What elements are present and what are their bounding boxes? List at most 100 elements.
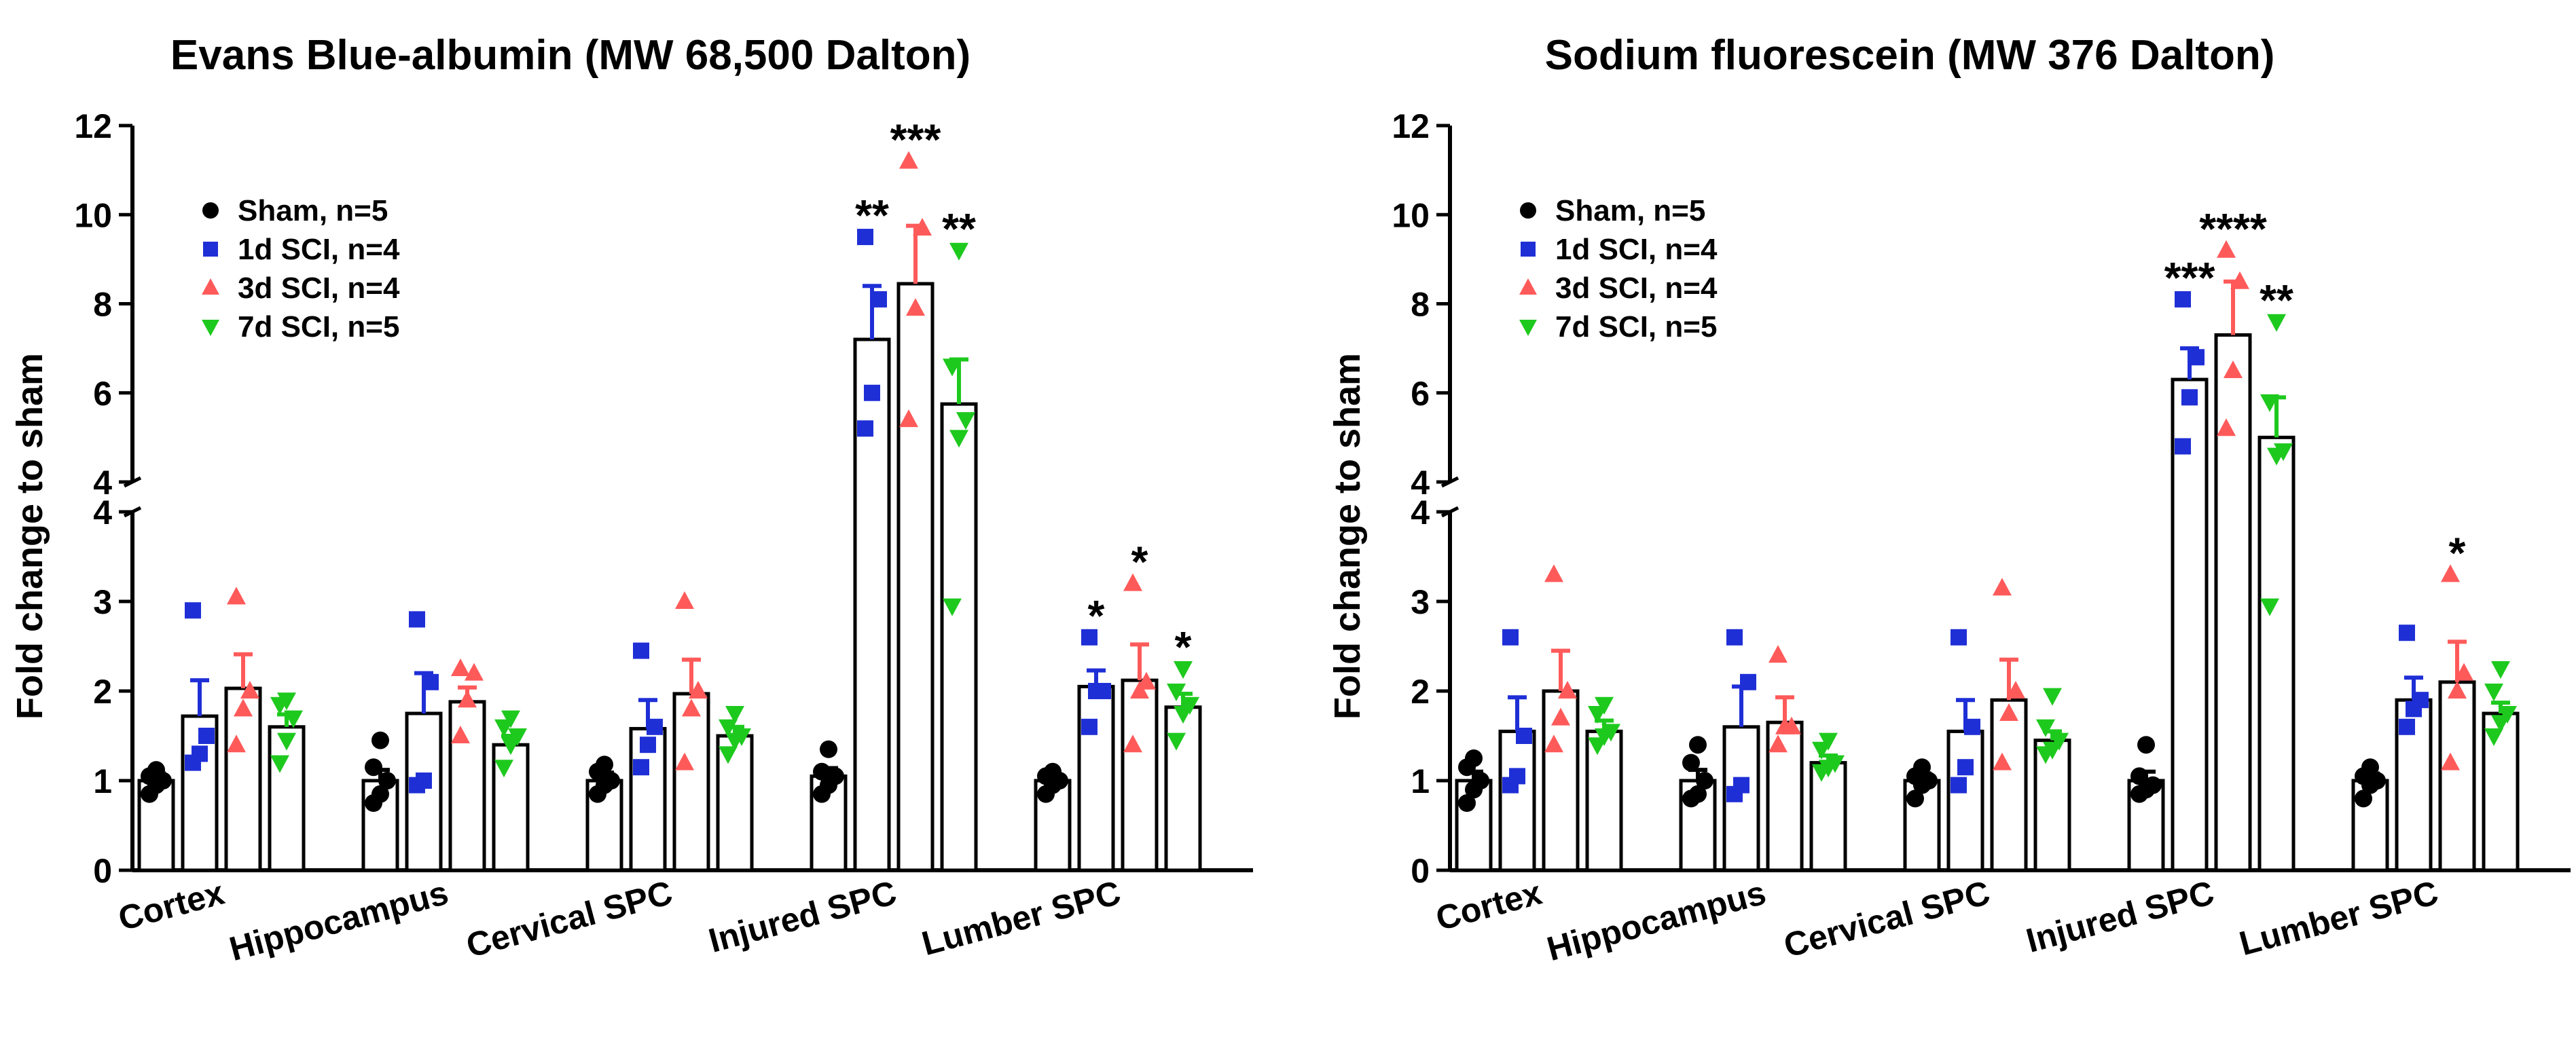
data-point [1509,768,1525,785]
bar [2257,435,2296,872]
y-tick-label: 0 [1411,852,1430,890]
y-tick-label: 8 [93,286,112,324]
data-point [422,673,439,690]
data-point [1733,777,1749,794]
data-point [913,217,932,236]
y-tick-label: 10 [74,196,112,234]
data-point [2188,349,2205,366]
legend-marker [203,242,218,257]
data-point [1544,564,1563,582]
data-point [2491,661,2510,679]
data-point [2267,314,2286,332]
data-point [1726,629,1743,646]
x-tick-label: Cervical SPC [462,874,676,965]
data-point [2144,776,2162,794]
bar [1164,705,1202,872]
data-point [277,692,296,711]
y-tick-label: 8 [1411,286,1430,324]
legend-label: 1d SCI, n=4 [1555,233,1718,266]
bar [2171,377,2209,872]
legend-marker [202,320,219,336]
data-point [725,706,744,724]
data-point [871,291,887,308]
data-point [1123,573,1142,591]
data-point [2260,394,2279,412]
legend-label: Sham, n=5 [238,194,388,227]
chart-title: Sodium fluorescein (MW 376 Dalton) [1545,32,2275,79]
data-point [1081,718,1097,735]
data-point [1740,673,1756,690]
significance-label: * [1131,538,1148,587]
data-point [1551,707,1570,726]
data-point [1167,732,1186,751]
data-point [192,745,208,762]
y-tick-label: 2 [93,673,112,711]
x-tick-label: Cortex [114,873,228,937]
data-point [227,587,246,605]
legend-marker [202,278,219,295]
data-point [2484,728,2503,746]
data-point [2454,663,2473,681]
data-point [1951,629,1967,646]
y-tick-label: 6 [93,375,112,413]
y-tick-label: 4 [93,464,112,502]
data-point [277,732,296,751]
legend-label: 7d SCI, n=5 [1555,310,1717,343]
x-tick-label: Injured SPC [2022,874,2218,960]
data-point [675,591,694,609]
significance-label: *** [890,115,941,164]
data-point [409,611,425,628]
data-point [2441,752,2460,770]
bar [1121,678,1159,872]
data-point [682,699,701,717]
bar [853,337,891,872]
data-point [451,726,470,743]
data-point [378,772,396,789]
data-point [2006,681,2025,699]
x-tick-label: Cortex [1432,873,1546,937]
data-point [2181,389,2198,406]
legend-label: Sham, n=5 [1555,194,1705,227]
data-point [1544,734,1563,753]
significance-label: **** [2199,204,2267,253]
data-point [365,758,382,777]
significance-marks: ********** [855,115,1191,672]
data-point [2399,625,2415,641]
data-point [234,699,253,717]
data-point [1993,752,2012,770]
data-point [864,384,880,401]
bar [896,282,935,872]
data-point [1964,718,1980,735]
data-point [2361,758,2379,777]
data-point [640,737,656,753]
x-tick-label: Cervical SPC [1780,874,1994,965]
legend-label: 7d SCI, n=5 [238,310,399,343]
data-point [2441,564,2460,582]
y-tick-label: 1 [93,762,112,800]
data-point [633,642,649,659]
x-tick-label: Lumber SPC [918,874,1125,963]
data-point [949,242,968,261]
data-point [508,728,527,746]
data-point [1180,696,1199,715]
chart-panel-sodium-fluorescein: Sodium fluorescein (MW 376 Dalton) Fold … [1327,32,2571,968]
bar [1946,729,1984,872]
bar [2214,333,2252,872]
bar [1077,684,1115,872]
data-point [2036,719,2055,737]
y-tick-label: 12 [1392,107,1430,145]
data-point [2498,706,2517,724]
data-point [899,409,918,428]
error-bars [147,223,1193,781]
data-point [371,785,389,803]
data-point [1516,728,1532,744]
data-point [633,759,649,776]
significance-label: *** [2164,253,2215,302]
data-point [1123,734,1142,753]
data-point [1174,661,1193,679]
legend-marker [1521,242,1536,257]
data-point [494,760,513,778]
data-point [1993,578,2012,596]
chart-panel-evans-blue: Evans Blue-albumin (MW 68,500 Dalton) Fo… [10,32,1253,968]
data-point [1696,772,1713,789]
